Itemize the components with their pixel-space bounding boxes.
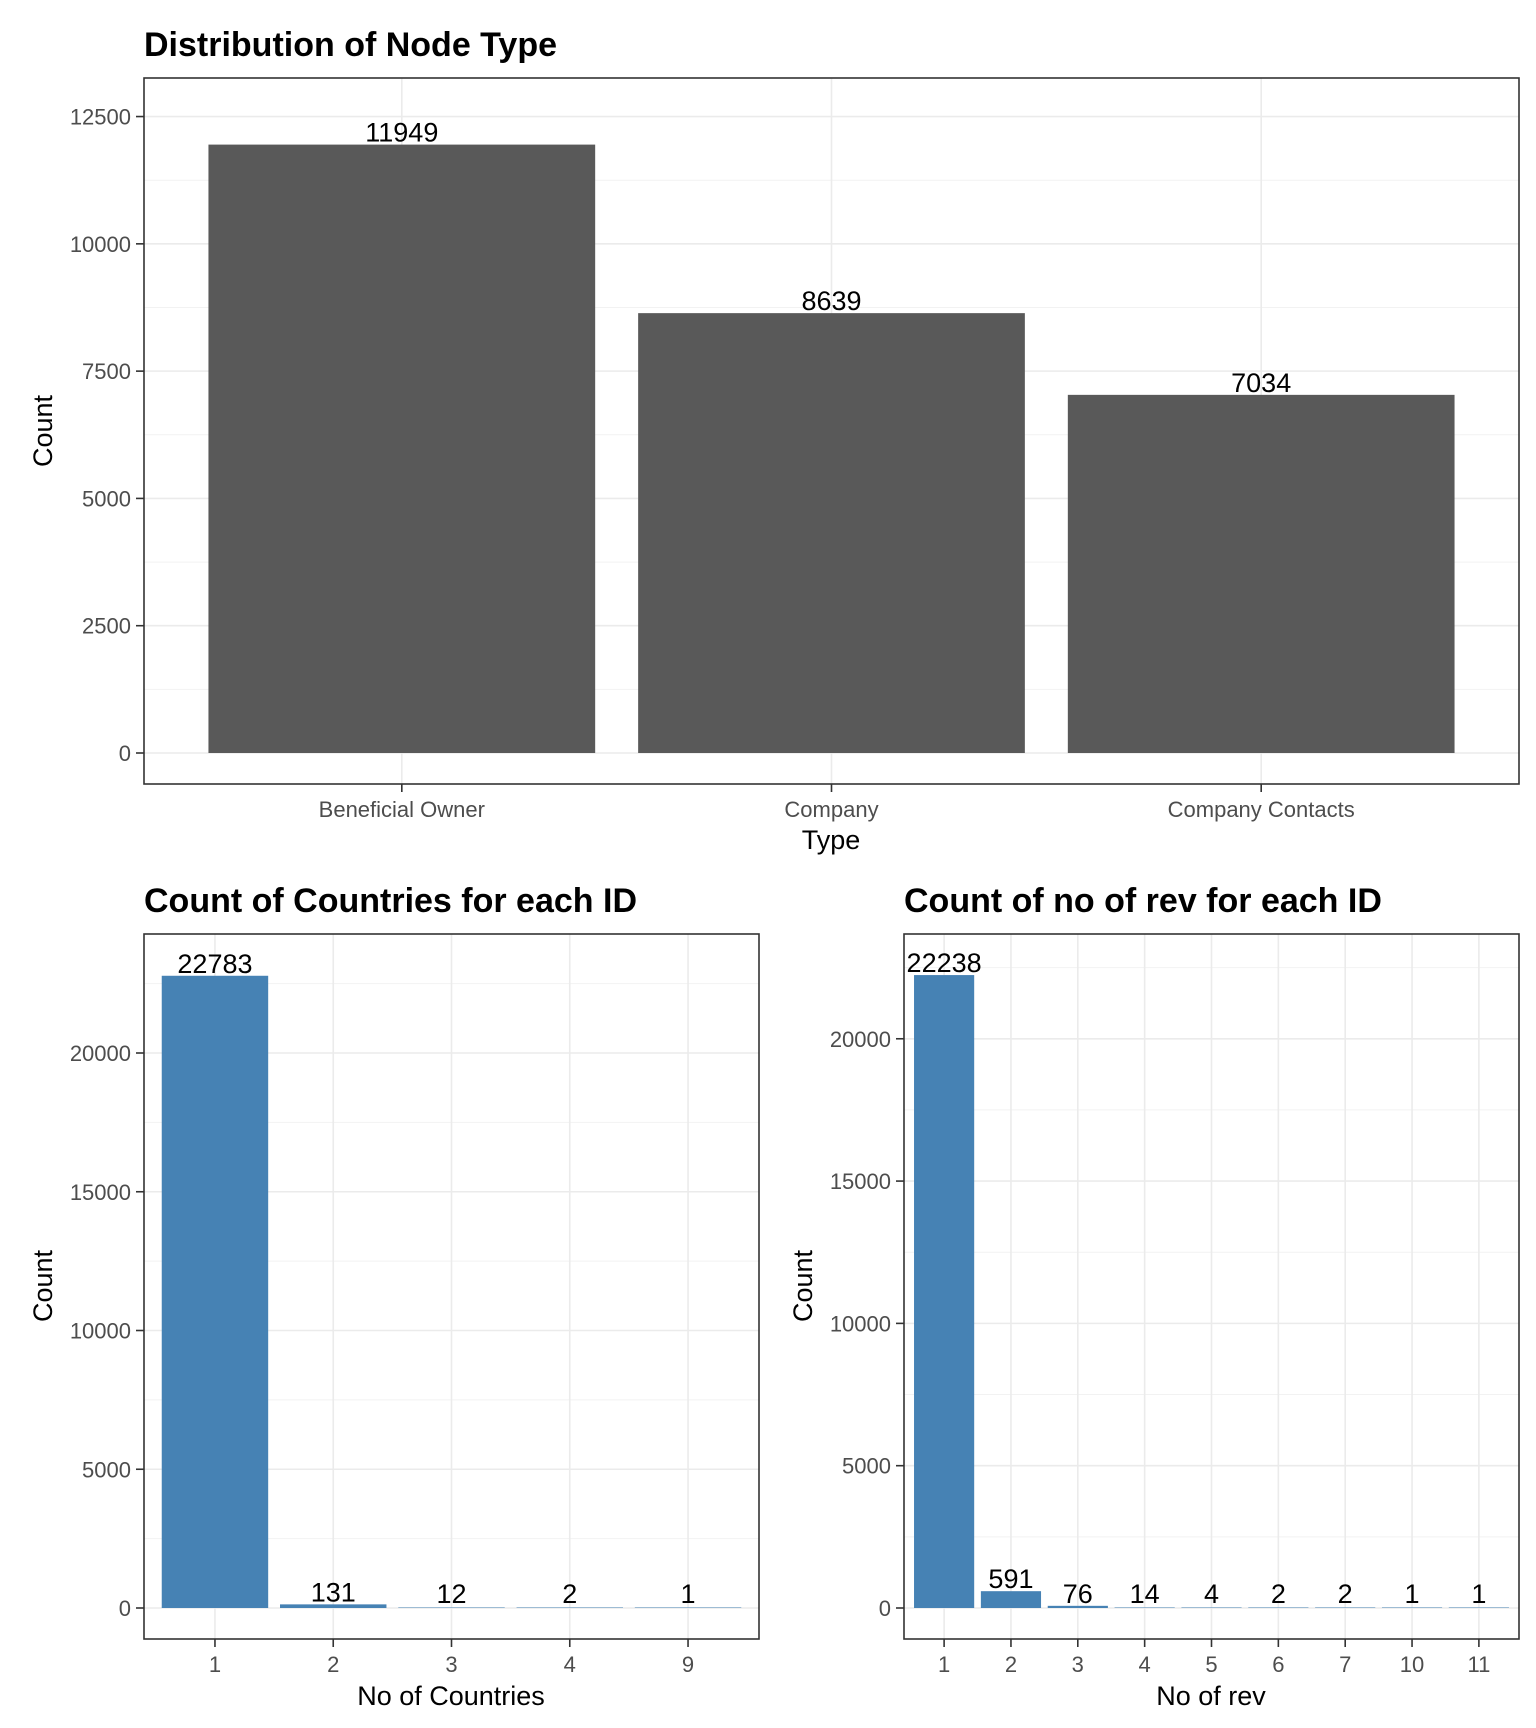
y-tick-label: 0 [119, 1596, 131, 1621]
chart-title: Count of Countries for each ID [144, 882, 637, 920]
data-label: 2 [1271, 1579, 1286, 1609]
y-tick-label: 12500 [70, 105, 131, 130]
x-tick-label: 4 [1139, 1652, 1151, 1677]
x-axis: 1 2 3 4 5 6 7 10 11 [938, 1639, 1490, 1677]
y-tick-label: 5000 [82, 486, 131, 511]
x-axis-title: No of rev [1156, 1681, 1266, 1711]
data-labels: 22783 131 12 2 1 [177, 949, 695, 1609]
bar [1181, 1607, 1242, 1608]
data-labels: 22238 591 76 14 4 2 2 1 1 [907, 948, 1487, 1609]
data-label: 591 [988, 1564, 1033, 1594]
x-tick-label: 5 [1205, 1652, 1217, 1677]
data-label: 4 [1204, 1579, 1219, 1609]
x-tick-label: 10 [1400, 1652, 1424, 1677]
x-tick-label: 7 [1339, 1652, 1351, 1677]
x-tick-label: 3 [445, 1652, 457, 1677]
y-axis-title: Count [28, 394, 58, 467]
bar [1315, 1607, 1376, 1608]
bars [161, 975, 742, 1608]
chart-title: Count of no of rev for each ID [904, 882, 1382, 920]
x-tick-label: 1 [938, 1652, 950, 1677]
data-label: 8639 [801, 286, 861, 316]
chart-title: Distribution of Node Type [144, 26, 557, 64]
x-axis: Beneficial Owner Company Company Contacts [319, 784, 1355, 822]
data-label: 2 [562, 1579, 577, 1609]
x-tick-label: Beneficial Owner [319, 797, 485, 822]
bar [638, 313, 1025, 753]
y-tick-label: 5000 [842, 1454, 891, 1479]
x-tick-label: 4 [564, 1652, 576, 1677]
data-label: 12 [436, 1579, 466, 1609]
bar [1381, 1607, 1443, 1608]
data-label: 1 [1471, 1579, 1486, 1609]
data-label: 2 [1338, 1579, 1353, 1609]
x-tick-label: 2 [1005, 1652, 1017, 1677]
x-axis-title: No of Countries [357, 1681, 545, 1711]
bar [634, 1607, 742, 1608]
x-tick-label: 2 [327, 1652, 339, 1677]
x-axis: 1 2 3 4 9 [209, 1639, 694, 1677]
bar [161, 975, 269, 1608]
bar [914, 975, 975, 1608]
data-labels: 11949 8639 7034 [365, 118, 1291, 398]
bars [914, 975, 1509, 1608]
data-label: 1 [1405, 1579, 1420, 1609]
bar [1047, 1605, 1108, 1608]
data-label: 22783 [177, 949, 252, 979]
x-tick-label: 6 [1272, 1652, 1284, 1677]
data-label: 22238 [907, 948, 982, 978]
data-label: 7034 [1231, 368, 1291, 398]
x-tick-label: 9 [682, 1652, 694, 1677]
bar [1067, 394, 1455, 753]
y-axis-title: Count [28, 1249, 58, 1322]
bar [1114, 1607, 1175, 1608]
grid [904, 934, 1519, 1639]
bar [398, 1607, 505, 1608]
bar [980, 1591, 1042, 1608]
data-label: 76 [1063, 1579, 1093, 1609]
x-axis-title: Type [802, 825, 861, 855]
x-tick-label: 11 [1467, 1652, 1490, 1677]
y-tick-label: 7500 [82, 359, 131, 384]
y-axis: 0 5000 10000 15000 20000 [70, 1041, 144, 1621]
chart-node-type: Distribution of Node Type 1194986397034 … [28, 26, 1520, 855]
y-tick-label: 20000 [830, 1027, 891, 1052]
data-label: 1 [681, 1579, 696, 1609]
y-tick-label: 5000 [82, 1457, 131, 1482]
bar [1248, 1607, 1309, 1608]
y-tick-label: 10000 [70, 1319, 131, 1344]
y-tick-label: 15000 [830, 1169, 891, 1194]
y-axis: 0 5000 10000 15000 20000 [830, 1027, 904, 1621]
y-tick-label: 20000 [70, 1041, 131, 1066]
bar [1448, 1607, 1509, 1608]
y-axis-title: Count [788, 1249, 818, 1322]
bar [516, 1607, 623, 1608]
y-tick-label: 15000 [70, 1180, 131, 1205]
y-tick-label: 0 [119, 741, 131, 766]
x-tick-label: Company Contacts [1168, 797, 1355, 822]
y-tick-label: 10000 [830, 1311, 891, 1336]
data-label: 131 [311, 1577, 356, 1607]
y-tick-label: 10000 [70, 232, 131, 257]
y-tick-label: 0 [879, 1596, 891, 1621]
y-tick-label: 2500 [82, 614, 131, 639]
x-tick-label: 1 [209, 1652, 221, 1677]
x-tick-label: Company [784, 797, 878, 822]
y-axis: 0 2500 5000 7500 10000 12500 [70, 105, 144, 766]
bar [208, 144, 596, 753]
chart-rev: Count of no of rev for each ID 22238 591 7… [788, 882, 1520, 1711]
x-tick-label: 3 [1072, 1652, 1084, 1677]
data-label: 14 [1130, 1579, 1160, 1609]
bar [280, 1604, 387, 1608]
bars [208, 144, 1455, 753]
data-label: 11949 [365, 118, 438, 148]
